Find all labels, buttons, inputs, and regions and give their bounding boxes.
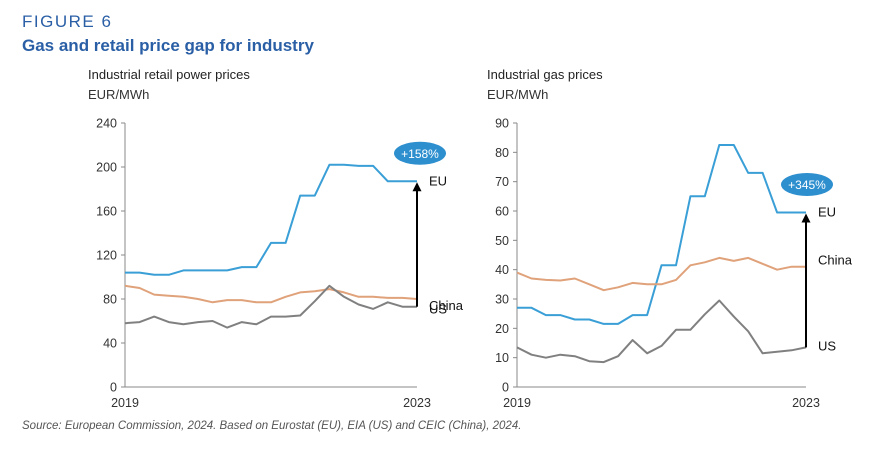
series-line-eu bbox=[517, 144, 806, 325]
gap-callout-bubble bbox=[394, 141, 446, 165]
figure-label: FIGURE 6 bbox=[22, 12, 113, 31]
y-tick-label: 30 bbox=[495, 293, 509, 307]
series-line-us bbox=[516, 299, 807, 364]
y-unit-label: EUR/MWh bbox=[88, 87, 149, 102]
series-label-eu: EU bbox=[818, 204, 836, 219]
series-label-china: China bbox=[818, 253, 853, 268]
gap-callout-text: +158% bbox=[401, 147, 439, 161]
y-tick-label: 60 bbox=[495, 205, 509, 219]
y-tick-label: 0 bbox=[502, 381, 509, 395]
y-tick-label: 20 bbox=[495, 322, 509, 336]
y-tick-label: 40 bbox=[495, 263, 509, 277]
chart-title: Industrial retail power prices bbox=[88, 67, 250, 82]
y-tick-label: 40 bbox=[103, 337, 117, 351]
y-tick-label: 50 bbox=[495, 234, 509, 248]
power-prices-chart: Industrial retail power prices EUR/MWh 0 40… bbox=[60, 64, 464, 414]
gap-callout-text: +345% bbox=[788, 178, 826, 192]
series-line-china bbox=[516, 256, 806, 292]
figure-title: Gas and retail price gap for industry bbox=[22, 36, 314, 55]
gas-prices-svg: Industrial gas prices EUR/MWh 0 10 20 30 40 50 6… bbox=[487, 67, 853, 410]
source-note: Source: European Commission, 2024. Based… bbox=[22, 420, 522, 432]
gap-callout-bubble bbox=[781, 172, 833, 196]
x-tick-label: 2023 bbox=[403, 396, 431, 410]
y-tick-label: 200 bbox=[96, 161, 117, 175]
gas-prices-chart: Industrial gas prices EUR/MWh 0 10 20 30 40 50 6… bbox=[460, 64, 860, 414]
y-tick-label: 10 bbox=[495, 351, 509, 365]
power-prices-svg: Industrial retail power prices EUR/MWh 0 40… bbox=[88, 67, 464, 410]
y-tick-label: 70 bbox=[495, 175, 509, 189]
y-tick-label: 80 bbox=[495, 146, 509, 160]
series-line-us bbox=[124, 284, 417, 329]
series-label-china: China bbox=[429, 298, 464, 313]
gap-arrow-head bbox=[412, 182, 422, 192]
series-line-eu bbox=[125, 163, 417, 276]
y-tick-label: 240 bbox=[96, 117, 117, 131]
y-unit-label: EUR/MWh bbox=[487, 87, 548, 102]
y-tick-label: 90 bbox=[495, 117, 509, 131]
gap-arrow-head bbox=[801, 213, 811, 223]
series-label-us: US bbox=[818, 338, 836, 353]
series-label-us: US bbox=[429, 302, 447, 317]
x-tick-label: 2019 bbox=[503, 396, 531, 410]
series-line-china bbox=[124, 284, 418, 304]
x-tick-label: 2019 bbox=[111, 396, 139, 410]
y-tick-label: 80 bbox=[103, 293, 117, 307]
chart-title: Industrial gas prices bbox=[487, 67, 603, 82]
y-tick-label: 0 bbox=[110, 381, 117, 395]
y-tick-label: 160 bbox=[96, 205, 117, 219]
series-label-eu: EU bbox=[429, 173, 447, 188]
y-tick-label: 120 bbox=[96, 249, 117, 263]
x-tick-label: 2023 bbox=[792, 396, 820, 410]
